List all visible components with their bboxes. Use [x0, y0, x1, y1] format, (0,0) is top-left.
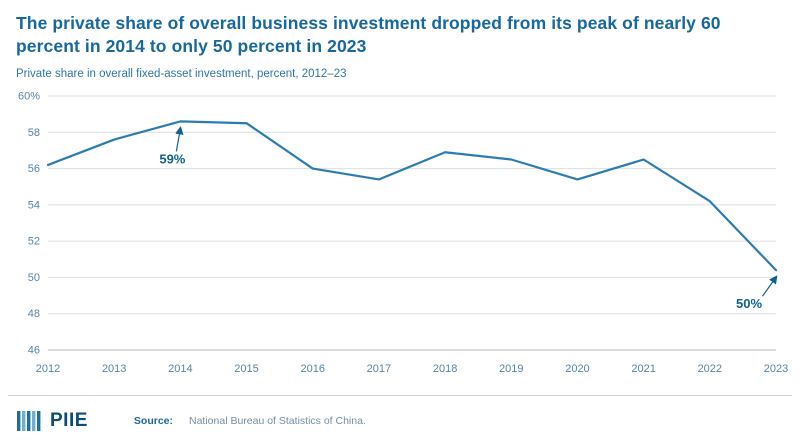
annotation-label: 59%	[159, 151, 185, 166]
source-label: Source:	[133, 415, 173, 427]
piie-logo-text: PIIE	[50, 410, 88, 431]
x-tick-label: 2013	[102, 363, 126, 375]
x-tick-label: 2012	[36, 363, 60, 375]
y-tick-label: 50	[28, 271, 40, 283]
annotation-arrow	[175, 125, 184, 152]
x-tick-label: 2015	[234, 363, 258, 375]
y-tick-label: 48	[28, 308, 40, 320]
x-tick-label: 2016	[300, 363, 324, 375]
source-text: National Bureau of Statistics of China.	[189, 415, 366, 427]
data-line	[46, 119, 778, 271]
x-tick-label: 2023	[764, 363, 788, 375]
piie-logo: PIIE	[16, 410, 88, 432]
chart-subtitle: Private share in overall fixed-asset inv…	[16, 67, 347, 80]
chart-title: The private share of overall business in…	[16, 13, 721, 56]
chart-header: The private share of overall business in…	[0, 0, 800, 80]
y-tick-label: 56	[28, 163, 40, 175]
y-tick-label: 60%	[18, 90, 40, 102]
y-tick-label: 54	[28, 199, 40, 211]
x-tick-label: 2014	[168, 363, 192, 375]
piie-logo-icon	[17, 411, 41, 431]
annotation-label: 50%	[736, 296, 762, 311]
y-tick-label: 52	[28, 235, 40, 247]
x-tick-label: 2021	[631, 363, 655, 375]
line-chart: 46 48 50 52 54 56 58 60% 2012 2013 2014 2015 2016 201…	[18, 90, 788, 375]
annotation-arrow	[762, 274, 778, 297]
x-tick-label: 2017	[367, 363, 391, 375]
x-tick-label: 2019	[499, 363, 523, 375]
x-tick-label: 2022	[698, 363, 722, 375]
y-tick-label: 46	[28, 344, 40, 356]
source-line: Source: National Bureau of Statistics of…	[134, 415, 366, 427]
chart-area: 46 48 50 52 54 56 58 60% 2012 2013 2014 2015 2016 201…	[0, 84, 800, 396]
y-tick-label: 58	[28, 126, 40, 138]
x-tick-label: 2020	[565, 363, 589, 375]
footer: PIIE Source: National Bureau of Statisti…	[8, 395, 792, 446]
x-tick-label: 2018	[433, 363, 457, 375]
